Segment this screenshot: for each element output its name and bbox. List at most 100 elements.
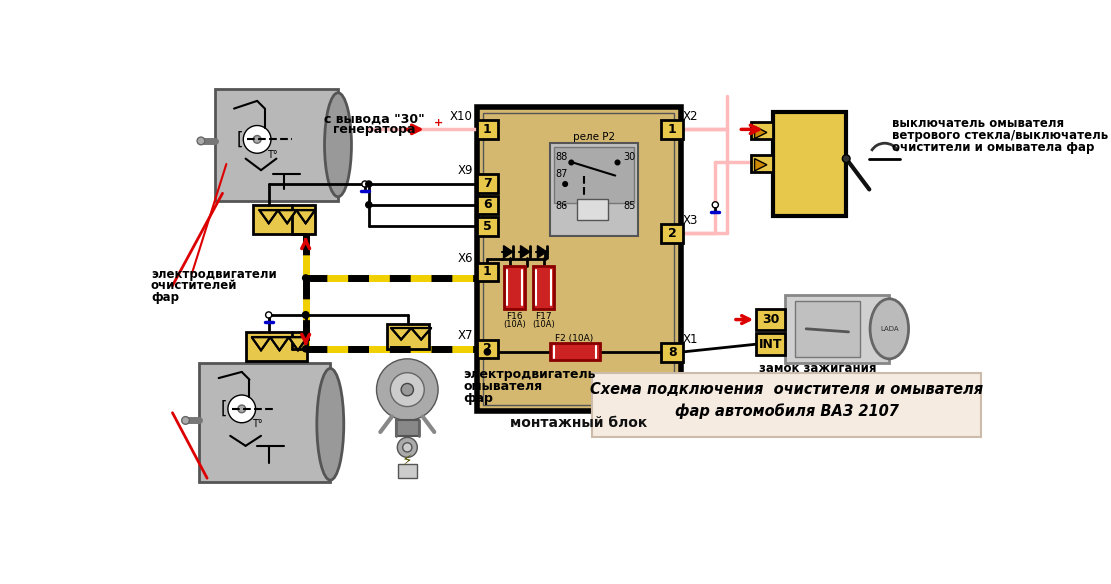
Circle shape (401, 384, 413, 396)
Text: 1: 1 (668, 123, 677, 136)
Circle shape (366, 181, 372, 187)
Circle shape (302, 275, 309, 281)
Text: выключатель омывателя: выключатель омывателя (892, 117, 1064, 130)
Text: монтажный блок: монтажный блок (510, 416, 648, 430)
Bar (477, 120, 498, 138)
Bar (477, 107, 681, 411)
Text: с вывода "30": с вывода "30" (323, 112, 424, 125)
Bar (477, 196, 498, 214)
Text: реле Р2: реле Р2 (573, 132, 615, 142)
Circle shape (390, 373, 424, 406)
Polygon shape (260, 210, 278, 223)
Text: X1: X1 (683, 333, 699, 346)
Circle shape (302, 312, 309, 318)
Text: +: + (433, 118, 442, 128)
Bar (550, 343, 600, 360)
Text: F16: F16 (506, 312, 522, 321)
Bar (751, 155, 773, 172)
Bar (477, 263, 498, 281)
Text: F2 (10А): F2 (10А) (556, 333, 593, 343)
Text: 30: 30 (623, 152, 635, 162)
Text: (10А): (10А) (532, 319, 556, 329)
Circle shape (302, 312, 309, 318)
Text: 88: 88 (556, 152, 568, 162)
Bar (553, 147, 634, 203)
Text: 30: 30 (762, 313, 780, 326)
Polygon shape (270, 338, 289, 350)
Circle shape (182, 416, 189, 425)
Circle shape (615, 160, 620, 165)
Bar (477, 217, 498, 235)
Text: генератора: генератора (333, 123, 416, 136)
Text: очистители и омыватела фар: очистители и омыватела фар (892, 141, 1094, 154)
Bar (533, 266, 554, 309)
Bar (214, 89, 338, 201)
Bar (396, 420, 419, 436)
Text: X7: X7 (458, 329, 473, 342)
Circle shape (228, 395, 256, 423)
Bar (661, 224, 683, 242)
Circle shape (266, 312, 272, 318)
Text: ветрового стекла/выключатель: ветрового стекла/выключатель (892, 129, 1109, 142)
Text: X2: X2 (683, 110, 699, 123)
Circle shape (302, 346, 309, 352)
Bar (550, 143, 639, 235)
Ellipse shape (870, 299, 909, 359)
Bar (477, 339, 498, 358)
Circle shape (569, 160, 573, 165)
Bar (477, 174, 498, 193)
Text: X10: X10 (450, 110, 473, 123)
Bar (483, 113, 674, 405)
Circle shape (398, 437, 418, 457)
Text: 86: 86 (556, 201, 568, 211)
Bar (751, 121, 773, 138)
Text: замок зажигания: замок зажигания (759, 362, 877, 376)
Ellipse shape (324, 93, 351, 197)
Polygon shape (297, 210, 314, 223)
Text: фар: фар (463, 392, 493, 405)
Text: 6: 6 (483, 199, 492, 211)
Polygon shape (289, 338, 308, 350)
Text: электродвигатель: электродвигатель (463, 368, 595, 381)
Bar (757, 309, 785, 331)
Text: F17: F17 (536, 312, 552, 321)
Circle shape (243, 126, 271, 153)
Ellipse shape (317, 369, 343, 480)
Bar (398, 464, 417, 478)
Text: электродвигатели: электродвигатели (151, 267, 277, 281)
Text: [: [ (221, 400, 228, 418)
Text: [: [ (237, 130, 242, 148)
Polygon shape (278, 210, 297, 223)
Text: очистителей: очистителей (151, 279, 238, 292)
Text: фар: фар (151, 291, 179, 304)
Circle shape (563, 182, 568, 186)
Text: 2: 2 (668, 227, 677, 240)
Bar (246, 332, 308, 361)
Text: INT: INT (759, 338, 782, 351)
Circle shape (712, 201, 719, 208)
Bar (661, 120, 683, 138)
Bar (253, 205, 314, 234)
Polygon shape (391, 328, 411, 339)
Circle shape (484, 349, 490, 355)
Circle shape (366, 201, 372, 208)
Polygon shape (252, 338, 270, 350)
Circle shape (362, 181, 368, 187)
Polygon shape (538, 246, 547, 258)
Text: LADA: LADA (880, 326, 899, 332)
Text: Схема подключения  очистителя и омывателя: Схема подключения очистителя и омывателя (590, 382, 983, 397)
Text: X6: X6 (458, 252, 473, 265)
Polygon shape (411, 328, 431, 339)
Text: 85: 85 (623, 201, 635, 211)
Circle shape (238, 405, 246, 413)
Text: 1: 1 (483, 265, 492, 279)
Text: 2: 2 (483, 342, 492, 355)
Text: 5: 5 (483, 220, 492, 233)
Bar (199, 363, 330, 482)
Text: T°: T° (268, 150, 278, 160)
Bar (592, 373, 981, 437)
Text: (10А): (10А) (503, 319, 526, 329)
Polygon shape (754, 126, 767, 138)
Circle shape (253, 135, 261, 143)
Bar (794, 301, 860, 356)
